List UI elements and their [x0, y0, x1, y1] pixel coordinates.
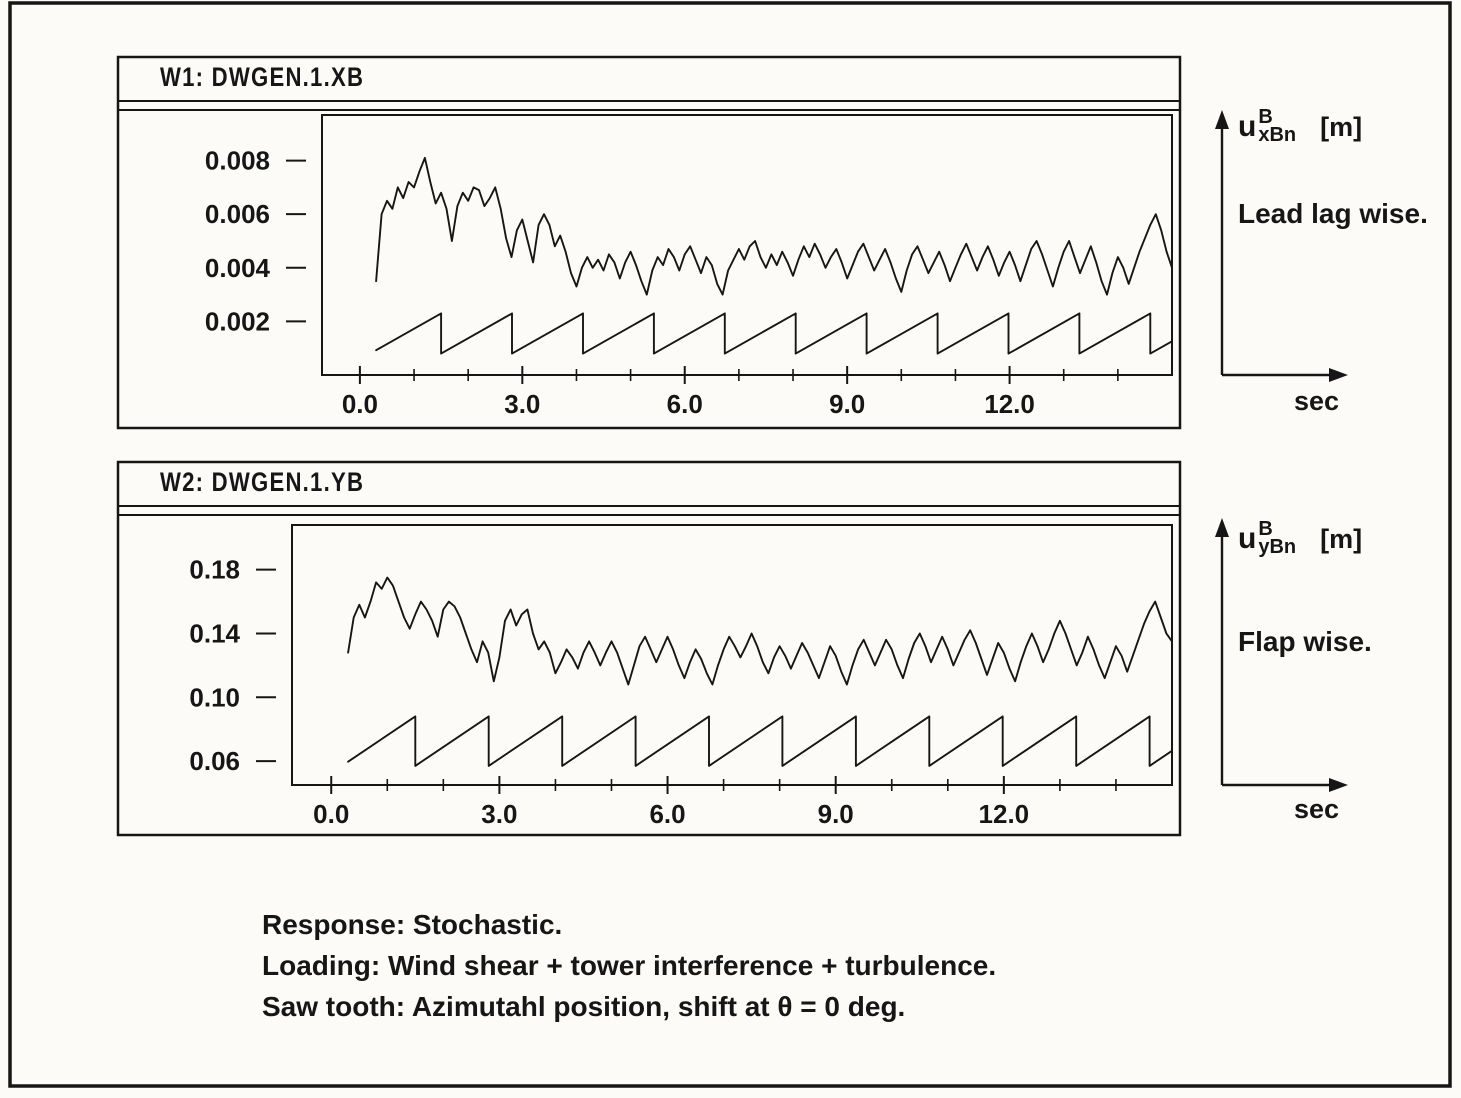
w1-y-axis-superscript: B: [1258, 106, 1273, 128]
w2-y-axis-label: u B yBn [m]: [1238, 519, 1363, 557]
svg-text:6.0: 6.0: [649, 799, 685, 829]
svg-text:6.0: 6.0: [667, 389, 703, 419]
w1-x-axis-unit: sec: [1294, 386, 1340, 416]
chart-w2-title: W2: DWGEN.1.YB: [160, 467, 365, 497]
svg-text:9.0: 9.0: [818, 799, 854, 829]
svg-text:3.0: 3.0: [481, 799, 517, 829]
svg-text:0.06: 0.06: [189, 746, 240, 776]
w1-y-axis-subscript: xBn: [1258, 124, 1297, 146]
w1-y-axis-label: u B xBn [m]: [1238, 107, 1363, 145]
w1-y-axis-unit: [m]: [1320, 112, 1363, 142]
w1-direction-note: Lead lag wise.: [1238, 198, 1428, 229]
w2-y-axis-symbol: u: [1238, 522, 1257, 555]
w2-y-axis-supsub: B yBn: [1258, 518, 1297, 558]
svg-text:0.006: 0.006: [205, 199, 270, 229]
svg-text:3.0: 3.0: [504, 389, 540, 419]
svg-text:12.0: 12.0: [984, 389, 1035, 419]
w2-x-axis-unit: sec: [1294, 794, 1340, 824]
svg-text:0.004: 0.004: [205, 253, 271, 283]
caption-loading-line: Loading: Wind shear + tower interference…: [262, 950, 997, 981]
w1-y-axis-supsub: B xBn: [1258, 106, 1297, 146]
svg-text:9.0: 9.0: [829, 389, 865, 419]
svg-text:0.14: 0.14: [189, 618, 240, 648]
chart-w1-title: W1: DWGEN.1.XB: [160, 62, 365, 92]
caption-response-line: Response: Stochastic.: [262, 909, 563, 940]
svg-text:0.0: 0.0: [342, 389, 378, 419]
w1-y-axis-symbol: u: [1238, 110, 1257, 143]
svg-text:0.002: 0.002: [205, 306, 270, 336]
svg-text:0.10: 0.10: [189, 682, 240, 712]
svg-text:12.0: 12.0: [979, 799, 1030, 829]
w2-direction-note: Flap wise.: [1238, 626, 1372, 657]
w2-y-axis-unit: [m]: [1320, 524, 1363, 554]
caption-sawtooth-line: Saw tooth: Azimutahl position, shift at …: [262, 991, 906, 1022]
figure-caption: Response: Stochastic. Loading: Wind shea…: [262, 904, 996, 1027]
svg-text:0.008: 0.008: [205, 146, 270, 176]
w2-y-axis-subscript: yBn: [1258, 536, 1297, 558]
svg-text:0.0: 0.0: [313, 799, 349, 829]
svg-text:0.18: 0.18: [189, 555, 240, 585]
w2-y-axis-superscript: B: [1258, 518, 1273, 540]
